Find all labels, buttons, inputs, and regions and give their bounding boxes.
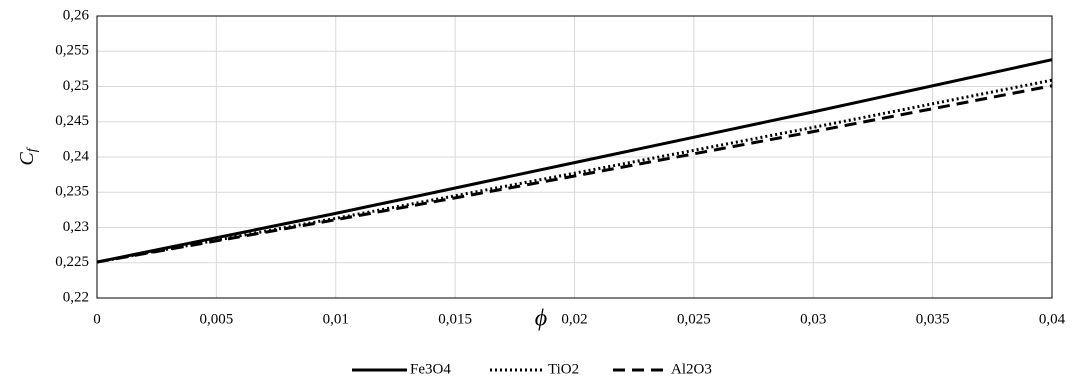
- x-tick-label: 0,01: [323, 311, 349, 327]
- x-tick-label: 0,04: [1039, 311, 1066, 327]
- legend-label: TiO2: [548, 361, 579, 377]
- x-tick-label: 0,02: [561, 311, 587, 327]
- legend-label: Al2O3: [671, 361, 712, 377]
- y-axis-label-group: Cf: [16, 146, 41, 165]
- y-tick-label: 0,245: [55, 113, 89, 129]
- y-tick-label: 0,24: [63, 148, 90, 164]
- x-tick-label: 0: [93, 311, 101, 327]
- x-tick-label: 0,03: [800, 311, 826, 327]
- legend-label: Fe3O4: [410, 361, 451, 377]
- data-line: [96, 84, 1053, 264]
- y-tick-label: 0,22: [63, 289, 89, 305]
- y-axis-label-main: C: [16, 152, 38, 166]
- y-axis-label-sub: f: [25, 146, 40, 152]
- x-tick-label: 0,035: [916, 311, 950, 327]
- y-tick-label: 0,23: [63, 219, 89, 235]
- y-tick-label: 0,26: [63, 7, 90, 23]
- plot-frame: [96, 15, 1053, 299]
- y-tick-label: 0,25: [63, 78, 89, 94]
- y-axis-label: Cf: [16, 146, 41, 165]
- y-tick-label: 0,225: [55, 254, 89, 270]
- y-tick-label: 0,235: [55, 184, 89, 200]
- x-axis-label: ϕ: [535, 306, 547, 332]
- x-tick-label: 0,005: [200, 311, 234, 327]
- data-line: [96, 58, 1053, 264]
- x-tick-label: 0,025: [677, 311, 711, 327]
- y-tick-label: 0,255: [55, 43, 89, 59]
- x-tick-label: 0,015: [438, 311, 472, 327]
